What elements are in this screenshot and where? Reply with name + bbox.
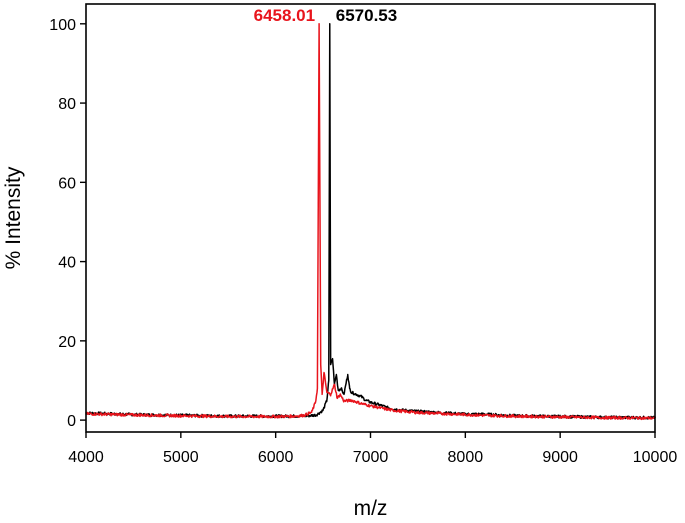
peak-label: 6458.01 [254, 6, 315, 25]
series-black [85, 23, 656, 420]
peak-label: 6570.53 [336, 6, 397, 25]
y-tick-label: 100 [49, 17, 76, 34]
series-red [85, 23, 656, 421]
x-tick-label: 4000 [68, 449, 104, 466]
x-tick-label: 10000 [633, 449, 678, 466]
y-tick-label: 60 [58, 175, 76, 192]
y-tick-label: 0 [67, 413, 76, 430]
plot-frame [85, 3, 656, 433]
series-line [85, 23, 656, 421]
x-axis-label: m/z [354, 497, 388, 520]
y-axis-label: % Intensity [2, 166, 25, 269]
x-tick-label: 7000 [353, 449, 389, 466]
x-tick-label: 6000 [258, 449, 294, 466]
y-tick-label: 80 [58, 96, 76, 113]
x-tick-label: 5000 [163, 449, 199, 466]
x-tick-label: 9000 [542, 449, 578, 466]
y-tick-label: 40 [58, 255, 76, 272]
series-line [85, 23, 656, 420]
x-tick-label: 8000 [448, 449, 484, 466]
series-layer [85, 23, 656, 421]
ticks-layer: 4000 5000 6000 7000 8000 9000 10000 0 20 40 60 80 10… [49, 17, 677, 466]
annotation-layer: 6458.01 6570.53 [254, 6, 398, 25]
y-tick-label: 20 [58, 334, 76, 351]
